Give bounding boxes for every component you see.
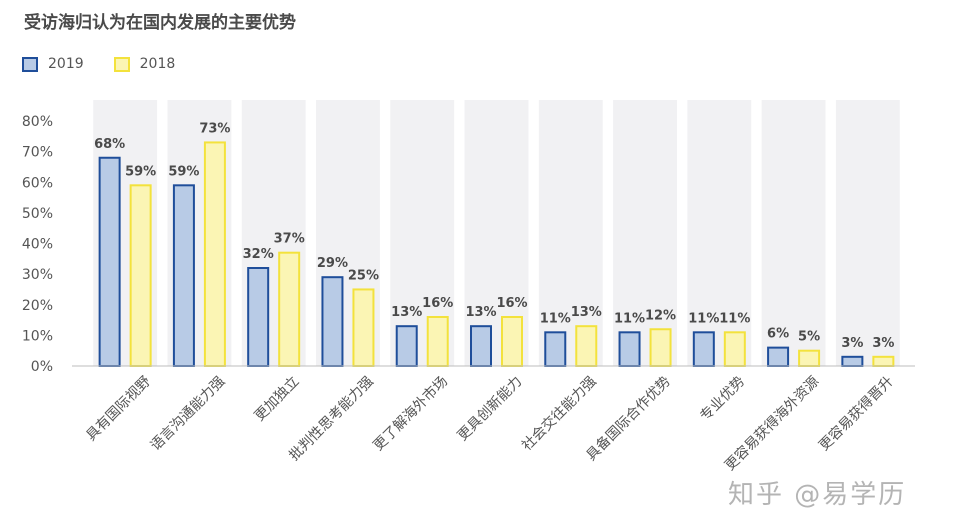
category-panel <box>835 100 900 366</box>
legend-item-2019: 2019 <box>22 56 84 72</box>
bar-2018 <box>426 316 449 367</box>
watermark: 知乎 @易学历 <box>728 480 907 510</box>
data-label-2019: 13% <box>391 305 422 320</box>
data-label-2018: 5% <box>798 330 820 345</box>
category-label: 更了解海外市场 <box>370 373 451 454</box>
category-panel <box>538 100 603 366</box>
legend: 2019 2018 <box>22 56 195 72</box>
bar-2018 <box>798 349 821 367</box>
y-tick-label: 30% <box>22 267 53 283</box>
category-panel <box>761 100 826 366</box>
data-label-2018: 12% <box>645 308 676 323</box>
bar-2018 <box>723 331 746 367</box>
y-tick-label: 40% <box>22 237 53 253</box>
y-tick-label: 80% <box>22 114 53 130</box>
bar-2018 <box>278 251 301 367</box>
bar-2018 <box>129 184 152 367</box>
data-label-2019: 11% <box>614 311 645 326</box>
bar-2018 <box>649 328 672 367</box>
bar-2018 <box>872 355 895 367</box>
category-label: 更加独立 <box>252 374 303 425</box>
category-label: 语言沟通能力强 <box>148 374 229 455</box>
data-label-2019: 59% <box>168 164 199 179</box>
data-label-2019: 6% <box>767 327 789 342</box>
data-label-2019: 29% <box>317 256 348 271</box>
bar-2019 <box>767 346 790 367</box>
data-label-2018: 73% <box>199 121 230 136</box>
data-label-2018: 11% <box>719 311 750 326</box>
bar-2018 <box>575 325 598 367</box>
data-label-2018: 25% <box>348 268 379 283</box>
bar-2019 <box>172 184 195 367</box>
bar-2019 <box>470 325 492 367</box>
legend-label-2018: 2018 <box>139 56 176 72</box>
bar-2018 <box>352 288 375 367</box>
legend-label-2019: 2019 <box>48 56 84 72</box>
bar-2019 <box>618 331 641 367</box>
data-label-2019: 68% <box>94 137 125 152</box>
legend-item-2018: 2018 <box>113 56 176 72</box>
y-tick-label: 70% <box>22 145 53 161</box>
bar-2019 <box>321 276 344 367</box>
bar-2018 <box>203 141 226 367</box>
y-tick-label: 20% <box>22 298 53 314</box>
bar-2019 <box>98 156 121 367</box>
data-label-2018: 16% <box>422 296 453 311</box>
legend-swatch-2019 <box>22 56 38 72</box>
data-label-2018: 3% <box>872 336 894 351</box>
legend-swatch-2018 <box>113 56 130 72</box>
category-label: 更容易获得晋升 <box>815 373 896 454</box>
bar-2019 <box>247 267 270 367</box>
category-panel <box>687 100 752 366</box>
y-tick-label: 60% <box>22 175 53 191</box>
data-label-2018: 16% <box>496 296 527 311</box>
category-label: 更具创新能力 <box>455 374 526 445</box>
data-label-2018: 37% <box>274 232 305 247</box>
category-label: 具有国际视野 <box>83 374 154 445</box>
chart-title: 受访海归认为在国内发展的主要优势 <box>24 13 296 33</box>
category-panel <box>613 100 677 366</box>
data-label-2019: 11% <box>688 311 719 326</box>
y-tick-label: 10% <box>22 328 53 344</box>
data-label-2019: 3% <box>841 336 863 351</box>
data-label-2019: 11% <box>540 311 571 326</box>
bar-2019 <box>395 325 418 367</box>
data-label-2019: 13% <box>465 305 496 320</box>
category-label: 社会交往能力强 <box>518 373 599 454</box>
y-tick-label: 0% <box>31 359 53 375</box>
data-label-2019: 32% <box>243 247 274 262</box>
data-label-2018: 13% <box>571 305 602 320</box>
data-label-2018: 59% <box>125 164 156 179</box>
y-tick-label: 50% <box>22 206 53 222</box>
category-label: 专业优势 <box>697 374 748 425</box>
bar-2019 <box>544 331 567 367</box>
bar-2019 <box>692 331 715 367</box>
bar-2018 <box>501 316 523 367</box>
bar-2019 <box>841 355 864 367</box>
